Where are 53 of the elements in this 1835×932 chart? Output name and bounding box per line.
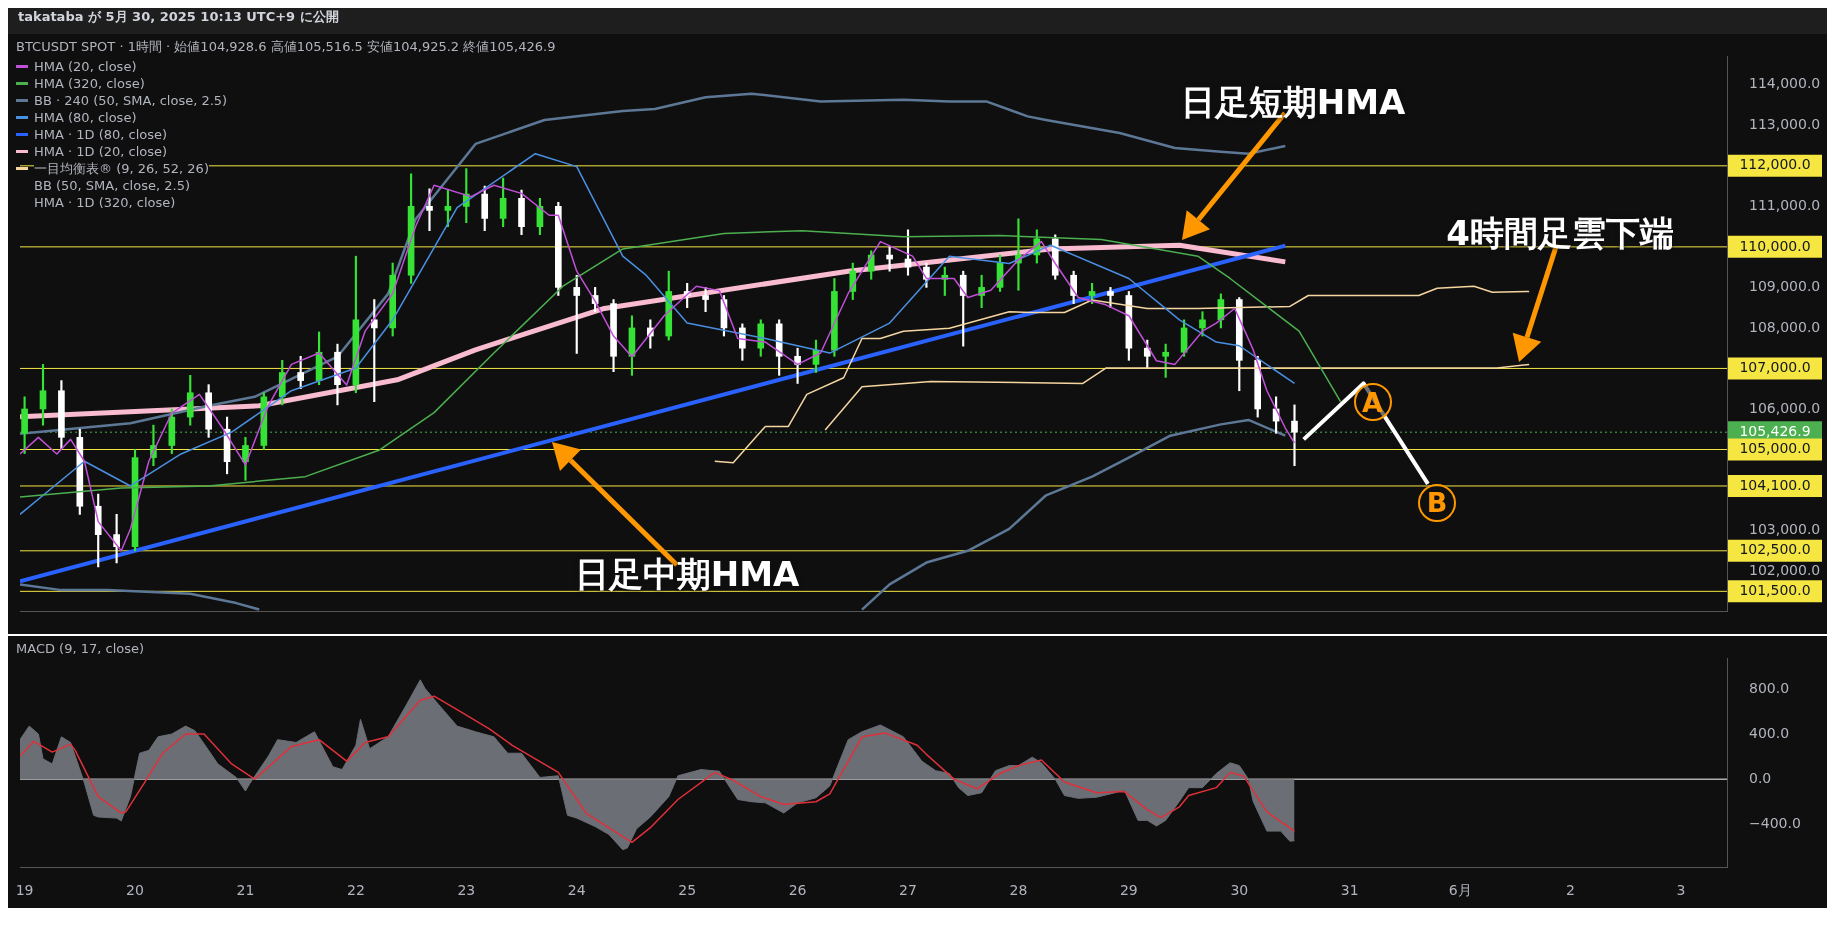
ref-line-label: 104,100.0 xyxy=(1739,476,1811,493)
y-tick-label: 113,000.0 xyxy=(1749,115,1821,132)
y-tick-label: 103,000.0 xyxy=(1749,521,1821,538)
x-tick-label: 31 xyxy=(1340,882,1359,899)
chart-title: MACD (9, 17, close) xyxy=(16,640,145,657)
legend-label: 一目均衡表® (9, 26, 52, 26) xyxy=(34,160,209,177)
ref-line-label: 105,426.9 xyxy=(1739,422,1811,439)
annotation: 日足中期HMA xyxy=(574,553,800,596)
x-tick-label: 24 xyxy=(567,882,586,899)
legend-label: HMA (20, close) xyxy=(34,58,137,75)
y-tick-label: −400.0 xyxy=(1749,814,1801,831)
x-tick-label: 20 xyxy=(126,882,144,899)
ref-line-label: 107,000.0 xyxy=(1739,359,1811,376)
x-tick-label: 22 xyxy=(346,882,365,899)
y-tick-label: 400.0 xyxy=(1749,724,1790,741)
x-tick-label: 28 xyxy=(1009,882,1028,899)
circled-letter: B xyxy=(1417,483,1456,522)
legend-label: BB · 240 (50, SMA, close, 2.5) xyxy=(34,92,228,109)
chart-subtitle: BTCUSDT SPOT · 1時間 · 始値104,928.6 高値105,516.5 安値104,925.2 終値105,426.9 xyxy=(16,38,556,55)
x-tick-label: 2 xyxy=(1566,882,1576,899)
y-tick-label: 114,000.0 xyxy=(1749,75,1821,92)
legend-label: HMA (80, close) xyxy=(34,109,137,126)
x-tick-label: 21 xyxy=(236,882,255,899)
x-tick-label: 25 xyxy=(678,882,697,899)
x-tick-label: 23 xyxy=(457,882,476,899)
y-tick-label: 111,000.0 xyxy=(1749,196,1821,213)
y-tick-label: 0.0 xyxy=(1749,769,1772,786)
annotation: HMA · 1D (320, close) xyxy=(34,195,176,210)
annotation: BB (50, SMA, close, 2.5) xyxy=(34,178,190,193)
x-tick-label: 29 xyxy=(1119,882,1138,899)
x-tick-label: 3 xyxy=(1676,882,1686,899)
ref-line-label: 110,000.0 xyxy=(1739,237,1811,254)
x-tick-label: 19 xyxy=(15,882,34,899)
legend-label: HMA (320, close) xyxy=(34,75,145,92)
ref-line-label: 102,500.0 xyxy=(1739,541,1811,558)
ref-line-label: 101,500.0 xyxy=(1739,581,1811,598)
y-tick-label: 800.0 xyxy=(1749,679,1790,696)
ref-line-label: 105,000.0 xyxy=(1739,440,1811,457)
circled-letter: A xyxy=(1353,383,1392,422)
x-tick-label: 26 xyxy=(788,882,807,899)
legend-label: HMA · 1D (80, close) xyxy=(34,126,168,143)
legend-label: HMA · 1D (20, close) xyxy=(34,143,168,160)
x-tick-label: 27 xyxy=(899,882,917,899)
chart-title: takataba が 5月 30, 2025 10:13 UTC+9 に公開 xyxy=(8,8,1827,34)
y-tick-label: 109,000.0 xyxy=(1749,278,1821,295)
y-tick-label: 102,000.0 xyxy=(1749,561,1821,578)
y-tick-label: 108,000.0 xyxy=(1749,318,1821,335)
ref-line-label: 112,000.0 xyxy=(1739,156,1811,173)
annotation: 4時間足雲下端 xyxy=(1446,212,1674,255)
y-tick-label: 106,000.0 xyxy=(1749,399,1821,416)
x-tick-label: 30 xyxy=(1230,882,1249,899)
x-tick-label: 6月 xyxy=(1448,882,1472,899)
annotation: 日足短期HMA xyxy=(1180,81,1406,124)
